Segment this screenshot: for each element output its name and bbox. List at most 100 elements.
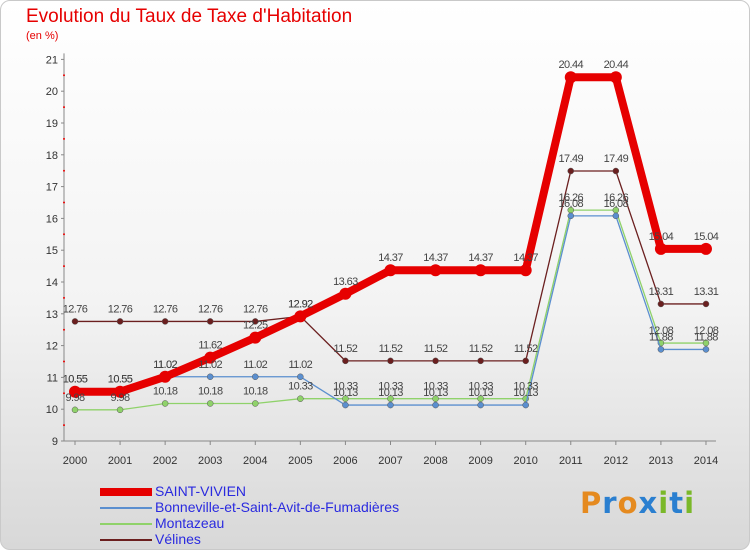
data-label: 20.44	[559, 59, 584, 71]
data-label: 11.52	[469, 343, 493, 355]
logo-letter: i	[684, 486, 696, 520]
data-label: 16.08	[604, 198, 629, 210]
legend-label: SAINT-VIVIEN	[155, 483, 247, 499]
data-label: 9.98	[65, 392, 84, 404]
y-minor-dot	[63, 360, 65, 363]
data-label: 10.33	[288, 381, 313, 393]
data-point	[657, 346, 665, 353]
data-point	[432, 357, 439, 365]
data-label: 10.18	[243, 385, 268, 397]
data-point	[342, 357, 349, 365]
data-label: 11.52	[424, 343, 448, 355]
data-point	[432, 401, 439, 409]
data-label: 13.63	[333, 276, 358, 288]
data-point	[206, 400, 214, 407]
chart-title: Evolution du Taux de Taxe d'Habitation	[26, 6, 353, 27]
data-label: 10.18	[198, 385, 223, 397]
x-tick-label: 2002	[153, 455, 177, 467]
data-point	[702, 300, 710, 308]
legend-label: Montazeau	[155, 515, 225, 531]
data-point	[654, 242, 667, 255]
data-label: 12.92	[288, 298, 313, 310]
data-point	[297, 373, 304, 381]
data-point	[252, 373, 259, 381]
y-tick-label: 17	[46, 182, 58, 194]
data-label: 16.26	[604, 192, 629, 204]
data-point	[432, 395, 439, 402]
data-point	[387, 395, 394, 402]
data-label: 10.55	[63, 374, 88, 386]
y-minor-dot	[63, 328, 65, 331]
data-point	[339, 287, 352, 300]
y-tick-label: 15	[46, 245, 58, 257]
data-label: 11.88	[694, 331, 718, 343]
data-label: 10.33	[468, 381, 493, 393]
data-point	[702, 339, 710, 347]
y-tick-label: 13	[46, 309, 58, 321]
y-tick-label: 14	[46, 277, 58, 289]
data-label: 11.52	[514, 343, 538, 355]
data-point	[297, 395, 304, 402]
y-tick-label: 12	[46, 341, 58, 353]
data-point	[657, 300, 665, 308]
logo-letter: x	[638, 486, 659, 520]
legend-swatch	[100, 539, 152, 541]
data-label: 11.52	[334, 343, 358, 355]
data-label: 16.08	[559, 198, 584, 210]
data-label: 10.13	[468, 387, 493, 399]
y-tick-label: 11	[47, 372, 58, 384]
data-label: 12.76	[198, 303, 223, 315]
x-tick-label: 2000	[63, 455, 87, 467]
data-point	[206, 318, 214, 325]
logo-letter: t	[669, 486, 685, 520]
y-tick-label: 18	[46, 150, 58, 162]
x-tick-label: 2005	[288, 455, 312, 467]
data-label: 10.18	[153, 385, 178, 397]
x-tick-label: 2010	[513, 455, 537, 467]
legend-swatch	[100, 488, 152, 496]
data-point	[699, 242, 712, 255]
data-point	[114, 385, 127, 398]
data-label: 10.33	[333, 381, 358, 393]
x-tick-label: 2004	[243, 455, 267, 467]
data-label: 12.76	[243, 303, 268, 315]
data-point	[609, 71, 622, 84]
data-point	[69, 385, 81, 398]
data-point	[567, 212, 575, 220]
data-label: 15.04	[649, 231, 674, 243]
data-label: 12.08	[694, 325, 719, 337]
x-tick-label: 2008	[423, 455, 447, 467]
data-point	[702, 346, 710, 353]
logo-letter: P	[580, 486, 603, 520]
proxiti-logo: Proxiti	[580, 486, 695, 520]
data-label: 10.13	[333, 387, 358, 399]
chart-subtitle: (en %)	[26, 30, 59, 42]
y-minor-dot	[63, 137, 65, 140]
data-point	[116, 406, 124, 414]
data-point	[161, 318, 169, 325]
data-label: 10.13	[423, 387, 448, 399]
y-tick-label: 10	[46, 404, 58, 416]
data-label: 12.08	[649, 325, 674, 337]
data-label: 10.13	[513, 387, 538, 399]
x-tick-label: 2007	[378, 455, 402, 467]
y-tick-label: 21	[46, 54, 58, 66]
data-point	[249, 331, 262, 344]
data-point	[387, 401, 394, 409]
data-label: 11.62	[198, 340, 222, 352]
data-point	[294, 310, 307, 323]
data-label: 11.02	[288, 359, 312, 371]
y-minor-dot	[63, 201, 65, 204]
legend-label: Bonneville-et-Saint-Avit-de-Fumadières	[155, 499, 400, 515]
data-point	[71, 318, 79, 325]
data-point	[342, 401, 349, 409]
data-label: 13.31	[649, 286, 674, 298]
data-label: 14.37	[468, 252, 493, 264]
data-label: 11.52	[379, 343, 403, 355]
data-label: 11.02	[243, 359, 267, 371]
data-label: 14.37	[513, 252, 538, 264]
y-tick-label: 20	[46, 86, 58, 98]
legend-swatch	[100, 523, 152, 525]
data-label: 11.88	[649, 331, 673, 343]
